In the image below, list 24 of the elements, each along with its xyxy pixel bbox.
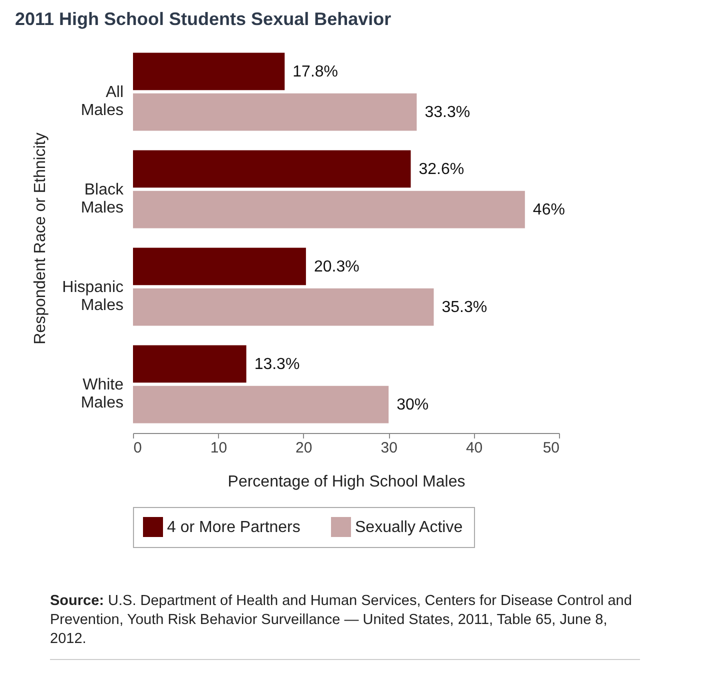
legend-label: Sexually Active xyxy=(355,519,463,536)
x-tick-label: 10 xyxy=(210,440,228,456)
y-axis-title: Respondent Race or Ethnicity xyxy=(32,132,50,344)
x-tick-label: 0 xyxy=(134,440,142,456)
data-label: 32.6% xyxy=(418,160,464,178)
source-note: Source: U.S. Department of Health and Human Services, Centers for Disease Control and Prevention, Youth Risk Behavior Surveillance — United States, 2011, Table 65, June 8, 2012. xyxy=(50,592,633,649)
y-tick-label: Black Males xyxy=(80,181,124,216)
data-label: 17.8% xyxy=(292,63,338,80)
x-tick-label: 40 xyxy=(466,440,483,456)
x-tick-label: 30 xyxy=(380,440,398,456)
x-axis-title: Percentage of High School Males xyxy=(228,474,466,490)
chart-title: 2011 High School Students Sexual Behavior xyxy=(15,9,392,29)
y-tick-label: White Males xyxy=(80,376,124,412)
data-label: 13.3% xyxy=(254,356,300,373)
data-label: 35.3% xyxy=(442,299,488,316)
legend-label: 4 or More Partners xyxy=(167,519,300,536)
data-label: 20.3% xyxy=(314,258,360,276)
y-tick-label: All Males xyxy=(80,84,124,119)
data-label: 46% xyxy=(532,202,565,219)
data-label: 30% xyxy=(396,396,429,414)
x-tick-label: 20 xyxy=(296,440,312,456)
data-label: 33.3% xyxy=(424,104,470,122)
x-tick-label: 50 xyxy=(542,440,560,456)
y-tick-label: Hispanic Males xyxy=(62,278,124,314)
